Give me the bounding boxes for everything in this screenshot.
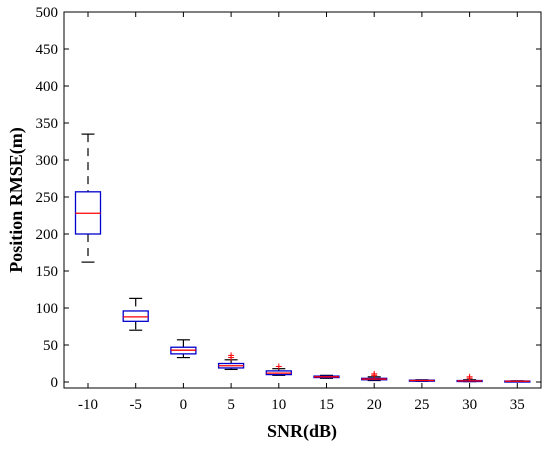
y-tick-label: 200: [36, 227, 59, 243]
y-tick-label: 0: [51, 375, 59, 391]
plot-area: [63, 11, 542, 389]
x-tick-label: 0: [180, 397, 188, 413]
y-tick-label: 400: [36, 79, 59, 95]
y-tick-label: 150: [36, 264, 59, 280]
outlier-point: [371, 370, 378, 377]
x-tick-label: 25: [414, 397, 429, 413]
box-20: [361, 370, 388, 382]
outlier-point: [466, 373, 473, 380]
box-35: [504, 380, 531, 383]
box--5: [122, 297, 149, 331]
box-25: [408, 379, 436, 382]
box--10: [74, 133, 102, 263]
x-tick-label: 10: [271, 397, 286, 413]
x-tick-label: 35: [510, 397, 525, 413]
y-axis: 0 50 100 150 200 250 300 350 400 450 500: [36, 5, 541, 391]
boxplot-series: [74, 133, 531, 383]
y-tick-label: 450: [36, 42, 59, 58]
y-tick-label: 300: [36, 153, 59, 169]
y-tick-label: 350: [36, 116, 59, 132]
x-tick-label: -10: [78, 397, 98, 413]
box-30: [456, 373, 483, 383]
y-tick-label: 250: [36, 190, 59, 206]
x-tick-label: 20: [367, 397, 382, 413]
iqr-box: [122, 310, 149, 322]
box-5: [217, 352, 245, 371]
x-tick-label: 30: [462, 397, 477, 413]
x-tick-label: -5: [129, 397, 142, 413]
box-15: [313, 374, 340, 379]
x-axis-label: SNR(dB): [267, 421, 337, 442]
x-tick-label: 5: [227, 397, 235, 413]
y-tick-label: 50: [43, 338, 58, 354]
outlier-point: [275, 363, 282, 370]
x-axis: -10 -5 0 5 10 15 20 25 30 35: [78, 12, 525, 413]
box-10: [265, 363, 292, 376]
y-tick-label: 100: [36, 301, 59, 317]
outlier-point: [228, 352, 235, 359]
y-axis-label: Position RMSE(m): [6, 127, 27, 273]
box-0: [170, 339, 197, 359]
x-tick-label: 15: [319, 397, 334, 413]
y-tick-label: 500: [36, 5, 59, 21]
